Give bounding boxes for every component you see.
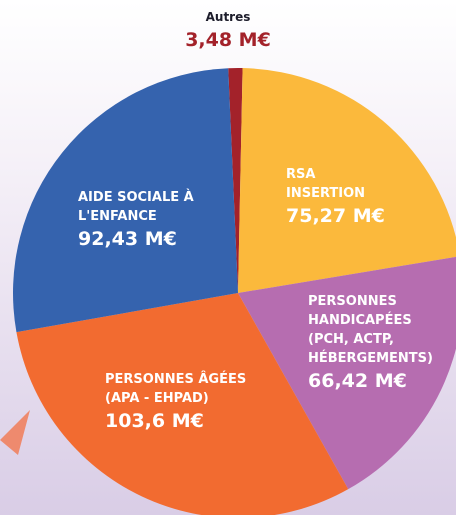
decor-arrow (0, 410, 30, 455)
category-label: PERSONNES ÂGÉES (APA - EHPAD) (105, 372, 247, 406)
value-label: 75,27 M€ (286, 205, 385, 227)
pie-slice (16, 293, 349, 515)
value-label: 92,43 M€ (78, 228, 177, 250)
category-label: RSA INSERTION (286, 167, 366, 201)
value-label: 103,6 M€ (105, 410, 204, 432)
pie-slice (228, 68, 243, 293)
value-label: 66,42 M€ (308, 370, 407, 392)
slice-label: AIDE SOCIALE À L'ENFANCE 92,43 M€ (78, 188, 218, 252)
slice-label: PERSONNES ÂGÉES (APA - EHPAD) 103,6 M€ (105, 370, 275, 434)
category-label: AIDE SOCIALE À L'ENFANCE (78, 190, 194, 224)
slice-label: RSA INSERTION 75,27 M€ (286, 165, 396, 229)
slice-label: PERSONNES HANDICAPÉES (PCH, ACTP, HÉBERG… (308, 292, 433, 394)
value-label: 3,48 M€ (185, 29, 271, 51)
category-label: PERSONNES HANDICAPÉES (PCH, ACTP, HÉBERG… (308, 294, 433, 366)
pie-slice (12, 68, 238, 333)
pie-slice (238, 256, 456, 490)
slice-label: Autres 3,48 M€ (178, 8, 278, 53)
pie-slice (238, 68, 456, 293)
category-label: Autres (205, 10, 251, 24)
